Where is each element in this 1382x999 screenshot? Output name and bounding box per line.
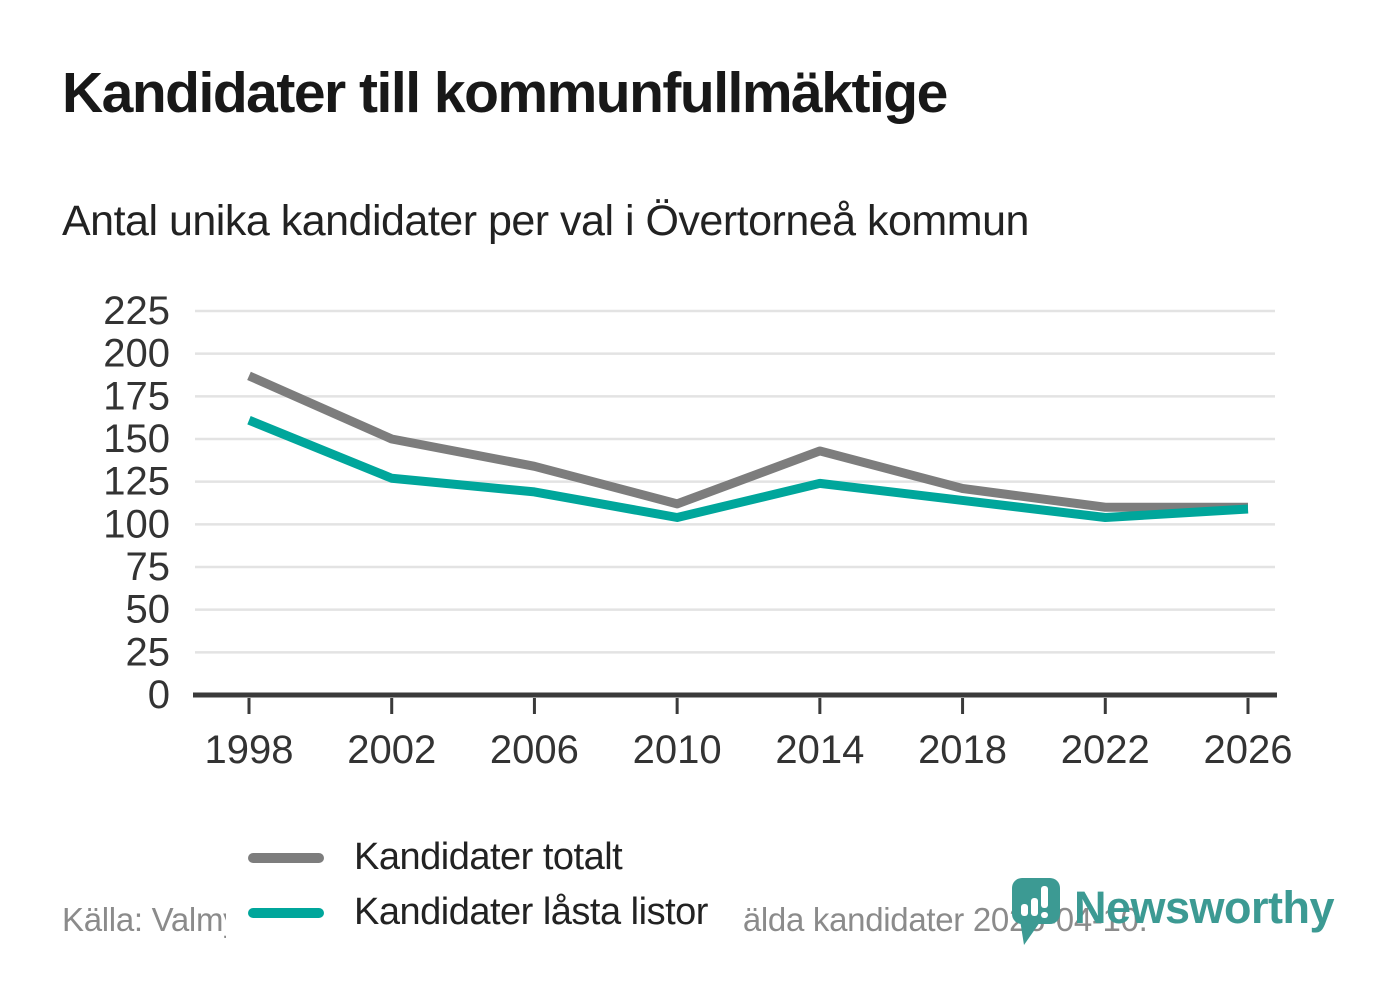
legend: Kandidater totalt Kandidater låsta listo… xyxy=(226,826,742,946)
x-axis-label: 1998 xyxy=(205,728,294,772)
y-axis-label: 100 xyxy=(103,502,170,546)
y-axis-label: 125 xyxy=(103,460,170,504)
x-axis-label: 2014 xyxy=(775,728,864,772)
legend-label-totalt: Kandidater totalt xyxy=(354,836,623,878)
x-axis-label: 2022 xyxy=(1061,728,1150,772)
y-axis-label: 175 xyxy=(103,374,170,418)
y-axis-label: 75 xyxy=(126,545,171,589)
page-title: Kandidater till kommunfullmäktige xyxy=(62,61,948,125)
legend-swatch-totalt xyxy=(248,852,324,863)
legend-label-lasta-listor: Kandidater låsta listor xyxy=(354,891,708,933)
x-axis-label: 2026 xyxy=(1204,728,1293,772)
x-axis-label: 2002 xyxy=(347,728,436,772)
page-subtitle: Antal unika kandidater per val i Övertor… xyxy=(62,197,1029,245)
x-axis-label: 2006 xyxy=(490,728,579,772)
newsworthy-logo-mark xyxy=(1012,878,1060,945)
series-line-totalt xyxy=(247,371,1248,512)
y-axis-label: 25 xyxy=(126,630,171,674)
x-axis-label: 2018 xyxy=(918,728,1007,772)
y-axis-label: 50 xyxy=(126,588,171,632)
legend-swatch-lasta-listor xyxy=(248,907,324,918)
y-axis-label: 225 xyxy=(103,289,170,333)
series-line-lasta-listor xyxy=(247,416,1249,523)
y-axis-label: 0 xyxy=(148,673,170,717)
legend-item-lasta-listor: Kandidater låsta listor xyxy=(248,885,708,940)
y-axis-label: 150 xyxy=(103,417,170,461)
x-axis-label: 2010 xyxy=(633,728,722,772)
legend-item-totalt: Kandidater totalt xyxy=(248,830,708,885)
newsworthy-logo: Newsworthy xyxy=(1008,874,1335,948)
line-chart: 0 25 50 75 100 125 150 175 200 225 1998 2002 2006 201… xyxy=(0,280,1382,946)
newsworthy-logo-text: Newsworthy xyxy=(1074,882,1335,933)
bar-chart-icon xyxy=(1021,904,1028,916)
y-axis-label: 200 xyxy=(103,332,170,376)
